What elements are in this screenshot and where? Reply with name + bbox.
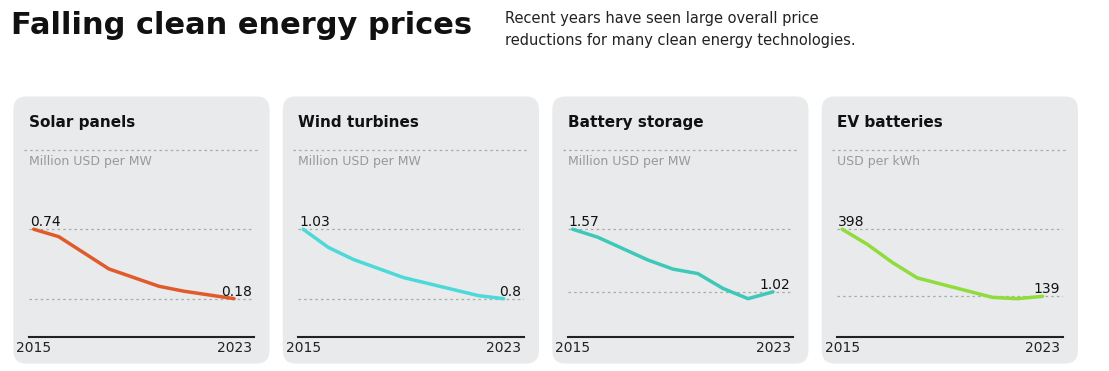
Text: EV batteries: EV batteries (837, 115, 943, 130)
Text: Battery storage: Battery storage (568, 115, 703, 130)
Text: Million USD per MW: Million USD per MW (29, 155, 152, 168)
Text: Recent years have seen large overall price
reductions for many clean energy tech: Recent years have seen large overall pri… (505, 11, 855, 48)
FancyBboxPatch shape (283, 96, 539, 364)
Text: USD per kWh: USD per kWh (837, 155, 920, 168)
Text: 1.57: 1.57 (569, 215, 600, 229)
Text: 0.18: 0.18 (221, 285, 252, 299)
Text: 139: 139 (1034, 282, 1060, 296)
Text: Solar panels: Solar panels (29, 115, 135, 130)
FancyBboxPatch shape (13, 96, 269, 364)
Text: 398: 398 (838, 215, 865, 229)
Text: 0.74: 0.74 (30, 215, 61, 229)
FancyBboxPatch shape (552, 96, 808, 364)
Text: Million USD per MW: Million USD per MW (568, 155, 691, 168)
Text: Wind turbines: Wind turbines (298, 115, 419, 130)
Text: Million USD per MW: Million USD per MW (298, 155, 421, 168)
FancyBboxPatch shape (822, 96, 1078, 364)
Text: Falling clean energy prices: Falling clean energy prices (11, 11, 472, 40)
Text: 1.02: 1.02 (760, 278, 791, 292)
Text: 0.8: 0.8 (499, 285, 521, 299)
Text: 1.03: 1.03 (299, 215, 330, 229)
